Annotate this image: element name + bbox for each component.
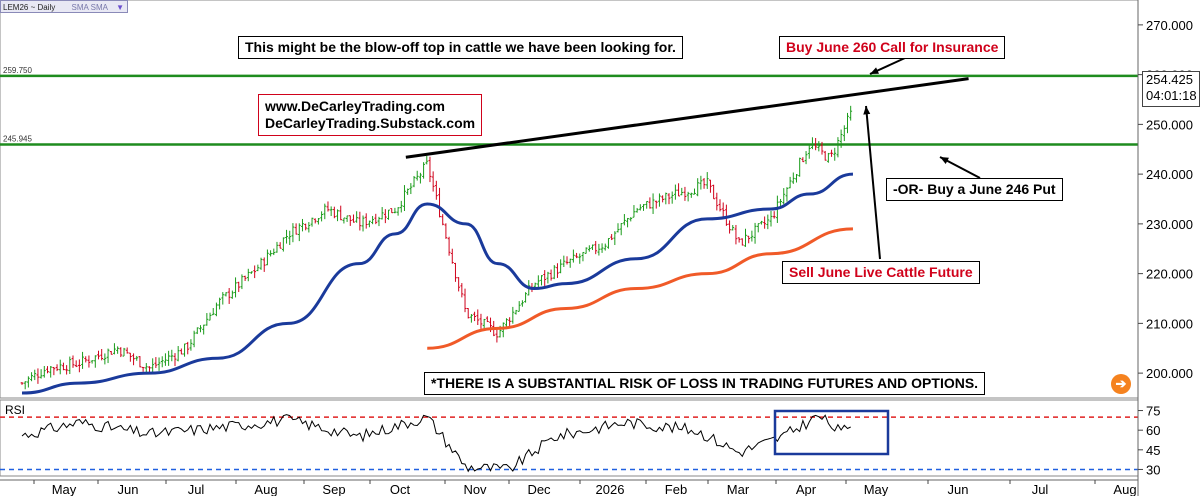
y-tick-label: 220.000	[1146, 267, 1193, 282]
symbol-label: LEM26 ~ Daily	[3, 3, 56, 12]
y-tick-label: 210.000	[1146, 316, 1193, 331]
x-tick-label: Aug	[254, 482, 277, 496]
arrow-buy-put-head	[940, 157, 949, 164]
rsi-line	[21, 414, 851, 473]
y-tick-label: 250.000	[1146, 117, 1193, 132]
x-tick-label: Aug	[1113, 482, 1136, 496]
y-tick-label: 270.000	[1146, 18, 1193, 33]
x-tick-label: May	[52, 482, 77, 496]
sma-short-line	[21, 172, 854, 395]
buy-call-annotation: Buy June 260 Call for Insurance	[779, 36, 1006, 59]
last-price-value: 254.425	[1146, 72, 1193, 87]
rsi-title: RSI	[5, 403, 25, 417]
rsi-tick-label: 30	[1146, 462, 1160, 477]
x-tick-label: May	[864, 482, 889, 496]
website-line-2: DeCarleyTrading.Substack.com	[265, 115, 476, 131]
symbol-selector[interactable]: LEM26 ~ Daily SMA SMA ▼	[0, 0, 128, 13]
rsi-highlight-box	[773, 409, 890, 456]
x-tick-label: 2026	[596, 482, 625, 496]
x-tick-label: Jun	[948, 482, 969, 496]
overlay-label: SMA SMA	[71, 3, 108, 12]
x-tick-label: Oct	[390, 482, 411, 496]
level-label: 259.750	[3, 66, 32, 75]
rsi-tick-label: 75	[1146, 404, 1160, 419]
website-line-1: www.DeCarleyTrading.com	[265, 98, 445, 114]
y-tick-label: 200.000	[1146, 366, 1193, 381]
website-box: www.DeCarleyTrading.com DeCarleyTrading.…	[258, 94, 483, 136]
countdown-timer: 04:01:18	[1146, 88, 1197, 103]
arrow-sell-future	[865, 105, 881, 260]
chevron-down-icon[interactable]: ▼	[116, 3, 124, 12]
sma-long-line	[427, 227, 853, 350]
level-label: 245.945	[3, 135, 32, 144]
x-tick-label: Apr	[796, 482, 817, 496]
x-tick-label: Jul	[188, 482, 205, 496]
trend-line	[405, 77, 969, 159]
scroll-right-icon[interactable]: ➔	[1111, 374, 1131, 394]
arrow-sell-future-head	[863, 106, 871, 115]
arrow-buy-call-head	[870, 67, 879, 74]
rsi-tick-label: 45	[1146, 443, 1160, 458]
last-price-box: 254.425 04:01:18	[1142, 71, 1200, 107]
sell-future-annotation: Sell June Live Cattle Future	[782, 261, 980, 284]
x-tick-label: Sep	[322, 482, 345, 496]
x-tick-label: Jun	[118, 482, 139, 496]
disclaimer-annotation: *THERE IS A SUBSTANTIAL RISK OF LOSS IN …	[424, 372, 986, 395]
x-tick-label: Nov	[463, 482, 487, 496]
y-tick-label: 240.000	[1146, 167, 1193, 182]
x-tick-label: Jul	[1032, 482, 1049, 496]
rsi-tick-label: 60	[1146, 423, 1160, 438]
x-tick-label: Feb	[665, 482, 687, 496]
x-tick-label: Mar	[727, 482, 750, 496]
x-tick-label: Dec	[527, 482, 551, 496]
y-tick-label: 230.000	[1146, 217, 1193, 232]
buy-put-annotation: -OR- Buy a June 246 Put	[886, 178, 1063, 201]
headline-annotation: This might be the blow-off top in cattle…	[238, 36, 683, 59]
